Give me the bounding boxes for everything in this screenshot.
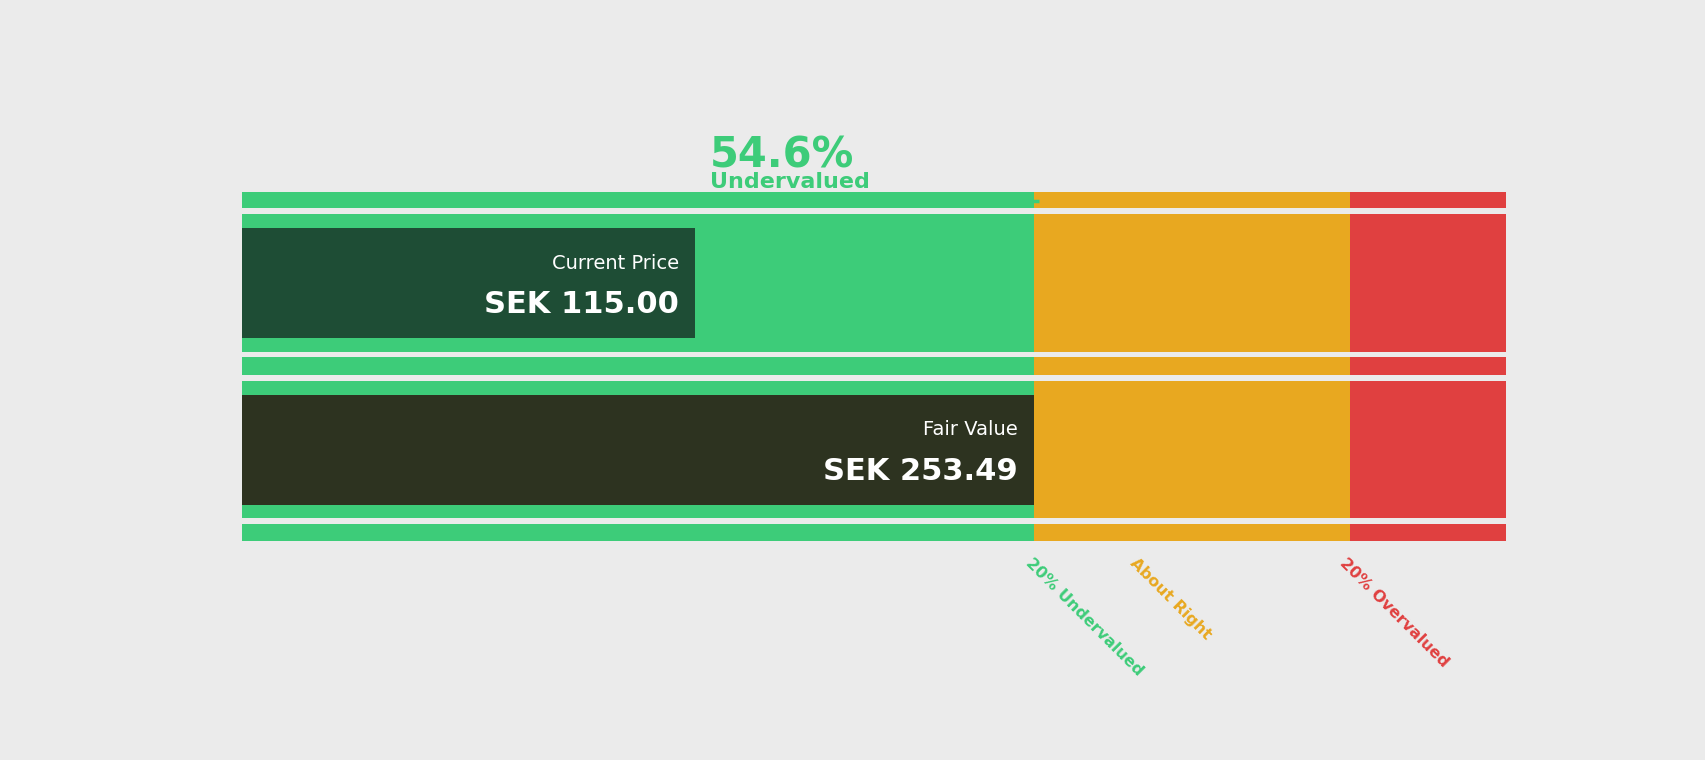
Bar	[694, 381, 1033, 518]
Bar	[242, 381, 694, 518]
Bar	[1349, 357, 1506, 374]
Text: Fair Value: Fair Value	[922, 420, 1018, 439]
Bar	[1137, 192, 1349, 208]
Bar	[1137, 359, 1349, 375]
Text: 20% Undervalued: 20% Undervalued	[1023, 556, 1146, 679]
Bar	[242, 357, 694, 374]
Bar	[1033, 214, 1137, 352]
Bar	[1137, 381, 1349, 518]
Bar	[1137, 214, 1349, 352]
Text: 54.6%: 54.6%	[709, 135, 854, 176]
Bar	[1349, 359, 1506, 375]
Bar	[694, 524, 1033, 540]
Bar	[242, 359, 694, 375]
Bar	[1137, 524, 1349, 540]
Bar	[242, 192, 694, 208]
Text: About Right: About Right	[1125, 556, 1212, 642]
Text: 20% Overvalued: 20% Overvalued	[1335, 556, 1451, 670]
Bar	[1033, 359, 1137, 375]
Bar	[1349, 381, 1506, 518]
Bar	[1033, 381, 1137, 518]
Bar	[1349, 214, 1506, 352]
Bar	[242, 214, 694, 352]
Text: SEK 115.00: SEK 115.00	[484, 290, 679, 319]
Bar	[694, 357, 1033, 374]
Bar	[242, 394, 1033, 505]
Bar	[1349, 524, 1506, 540]
Bar	[1349, 192, 1506, 208]
Bar	[1033, 192, 1137, 208]
Bar	[1033, 524, 1137, 540]
Bar	[242, 228, 694, 338]
Bar	[1033, 357, 1137, 374]
Text: Undervalued: Undervalued	[709, 172, 870, 192]
Text: Current Price: Current Price	[551, 254, 679, 273]
Bar	[694, 214, 1033, 352]
Bar	[1137, 357, 1349, 374]
Bar	[694, 192, 1033, 208]
Bar	[694, 359, 1033, 375]
Text: SEK 253.49: SEK 253.49	[822, 457, 1018, 486]
Bar	[242, 524, 694, 540]
